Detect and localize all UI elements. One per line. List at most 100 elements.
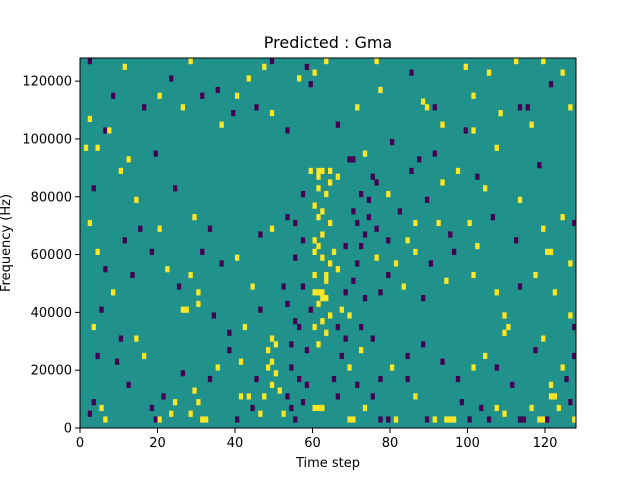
- heatmap-cell: [192, 214, 197, 221]
- heatmap-cell: [448, 416, 453, 423]
- heatmap-cell: [95, 352, 100, 360]
- heatmap-cell: [180, 370, 186, 377]
- heatmap-cell: [231, 110, 236, 117]
- plot-area: [79, 57, 577, 429]
- heatmap-cell: [169, 75, 174, 82]
- heatmap-cell: [409, 69, 414, 76]
- heatmap-cell: [541, 416, 546, 423]
- heatmap-cell: [269, 58, 275, 65]
- heatmap-cell: [475, 173, 480, 180]
- heatmap-cell: [111, 289, 116, 296]
- heatmap-cell: [459, 399, 465, 406]
- heatmap-cell: [126, 156, 131, 163]
- heatmap-cell: [432, 104, 437, 111]
- heatmap-cell: [316, 289, 321, 296]
- heatmap-cell: [560, 69, 565, 76]
- x-tick-label: 20: [149, 436, 166, 451]
- heatmap-cell: [343, 335, 348, 342]
- heatmap-cell: [475, 243, 480, 250]
- heatmap-cell: [494, 404, 499, 412]
- heatmap-cell: [316, 404, 321, 412]
- heatmap-cell: [111, 92, 116, 99]
- heatmap-cell: [471, 92, 476, 99]
- heatmap-cell: [316, 300, 321, 307]
- heatmap-cell: [297, 323, 302, 331]
- heatmap-cell: [343, 243, 348, 250]
- heatmap-cell: [87, 410, 93, 417]
- heatmap-cell: [277, 387, 282, 394]
- heatmap-cell: [405, 237, 410, 244]
- heatmap-cell: [440, 358, 445, 365]
- heatmap-cell: [134, 196, 139, 203]
- heatmap-cell: [370, 393, 375, 400]
- heatmap-cell: [304, 63, 310, 70]
- heatmap-cell: [273, 370, 279, 377]
- x-tick-label: 120: [533, 436, 558, 451]
- heatmap-cell: [413, 393, 418, 400]
- heatmap-cell: [370, 335, 375, 342]
- heatmap-cell: [99, 306, 104, 313]
- heatmap-cell: [421, 295, 426, 302]
- heatmap-cell: [494, 364, 499, 371]
- heatmap-cell: [250, 404, 255, 412]
- heatmap-cell: [312, 323, 317, 331]
- x-tick-label: 40: [227, 436, 244, 451]
- heatmap-cell: [266, 347, 271, 354]
- heatmap-cell: [207, 375, 213, 383]
- heatmap-cell: [95, 144, 100, 151]
- heatmap-cell: [215, 86, 220, 94]
- heatmap-cell: [300, 190, 306, 198]
- heatmap-cell: [262, 63, 267, 70]
- heatmap-cell: [510, 381, 515, 388]
- heatmap-cell: [312, 237, 317, 244]
- heatmap-cell: [107, 127, 112, 134]
- heatmap-cell: [289, 404, 294, 412]
- heatmap-cell: [374, 254, 379, 261]
- heatmap-cell: [281, 283, 286, 290]
- heatmap-cell: [254, 104, 259, 111]
- heatmap-cell: [324, 329, 329, 336]
- heatmap-cell: [118, 335, 124, 342]
- heatmap-cell: [428, 260, 434, 267]
- heatmap-cell: [525, 104, 530, 111]
- heatmap-cell: [370, 173, 375, 180]
- heatmap-cell: [548, 248, 554, 255]
- y-tick-label: 60000: [31, 248, 72, 263]
- heatmap-cell: [568, 104, 573, 111]
- heatmap-cell: [312, 404, 317, 412]
- heatmap-cell: [424, 416, 430, 423]
- heatmap-cell: [359, 347, 364, 354]
- heatmap-cell: [378, 416, 383, 423]
- heatmap-cell: [328, 260, 333, 267]
- heatmap-cell: [374, 225, 379, 232]
- heatmap-cell: [517, 283, 523, 290]
- heatmap-cell: [517, 104, 523, 111]
- heatmap-cell: [149, 248, 155, 255]
- heatmap-cell: [409, 167, 414, 175]
- chart-title: Predicted : Gma: [264, 33, 392, 52]
- heatmap-cell: [262, 393, 267, 400]
- heatmap-cell: [455, 375, 461, 383]
- heatmap-cell: [227, 347, 232, 354]
- heatmap-cell: [362, 295, 368, 302]
- heatmap-cell: [463, 63, 468, 70]
- heatmap-cell: [99, 404, 104, 412]
- heatmap-cell: [335, 121, 341, 128]
- x-axis: 0 20 40 60 80 100 120: [76, 428, 558, 451]
- heatmap-cell: [335, 173, 341, 180]
- x-tick-label: 60: [304, 436, 321, 451]
- heatmap-cell: [308, 306, 313, 313]
- heatmap-cell: [320, 167, 325, 175]
- heatmap-cell: [238, 393, 244, 400]
- heatmap-cell: [548, 393, 554, 400]
- heatmap-cell: [347, 312, 352, 319]
- heatmap-cell: [386, 271, 391, 279]
- heatmap-cell: [568, 312, 573, 319]
- heatmap-cell: [269, 381, 275, 388]
- y-axis-label: Frequency (Hz): [0, 194, 14, 292]
- heatmap-cell: [374, 179, 379, 186]
- heatmap-cell: [359, 323, 364, 331]
- heatmap-cell: [242, 323, 248, 331]
- heatmap-cell: [359, 190, 364, 198]
